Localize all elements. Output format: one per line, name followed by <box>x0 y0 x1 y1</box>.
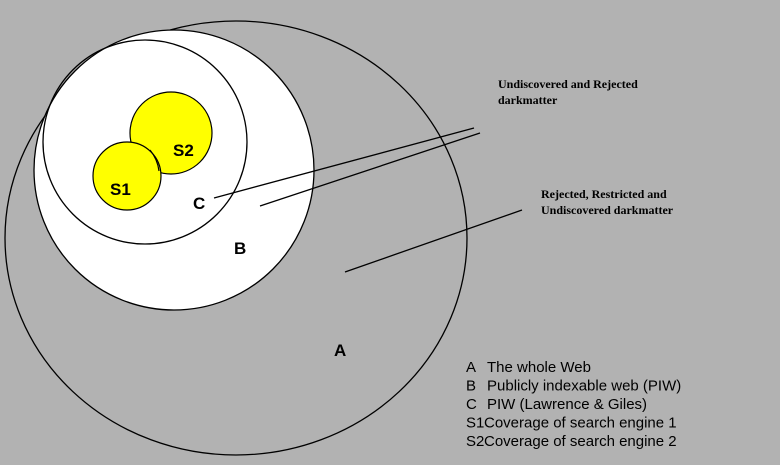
node-label: S1 <box>110 180 131 199</box>
circle-a <box>4 20 468 456</box>
pointer-line <box>259 132 481 207</box>
annotation: Undiscovered darkmatter <box>541 203 674 217</box>
legend-text: A <box>466 359 476 376</box>
annotation: Undiscovered and Rejected <box>498 77 638 91</box>
annotation: Rejected, Restricted and <box>541 187 667 201</box>
overlap-outline <box>149 149 160 172</box>
legend-text: PIW (Lawrence & Giles) <box>487 396 647 413</box>
legend: A The whole Web B Publicly indexable web (P… <box>466 359 681 450</box>
node-label: S2 <box>173 141 194 160</box>
circle-c <box>42 39 248 245</box>
node-label: A <box>334 341 346 360</box>
annotation: darkmatter <box>498 93 558 107</box>
legend-text: The whole Web <box>487 359 591 376</box>
pointer-line <box>344 209 523 273</box>
node-label: B <box>234 239 246 258</box>
pointer-line <box>213 127 475 199</box>
node-label: C <box>193 194 205 213</box>
circle-s1 <box>92 141 162 211</box>
legend-text: Publicly indexable web (PIW) <box>487 378 681 395</box>
legend-text: S2 <box>466 433 484 450</box>
legend-text: Coverage of search engine 2 <box>484 433 677 450</box>
legend-text: C <box>466 396 477 413</box>
legend-text: B <box>466 378 476 395</box>
legend-text: S1 <box>466 415 484 432</box>
legend-text: Coverage of search engine 1 <box>484 415 677 432</box>
